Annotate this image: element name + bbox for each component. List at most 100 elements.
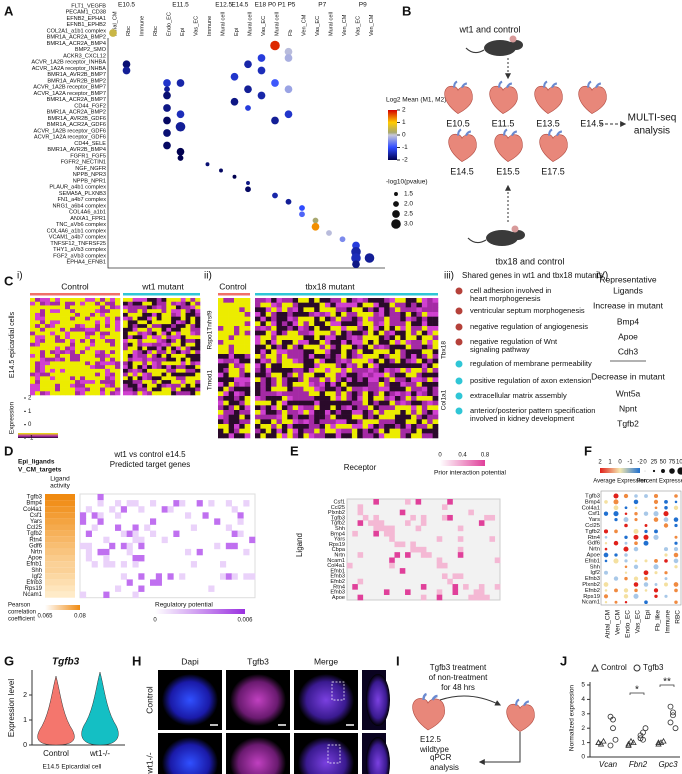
heatmap-cell: [335, 433, 342, 439]
point: [667, 719, 674, 726]
heatmap-cell: [185, 327, 191, 332]
heatmap-cell: [45, 361, 51, 366]
bullet: [455, 377, 463, 385]
heatmap-cell: [384, 335, 390, 341]
term-text: extracellular matrix assembly: [470, 391, 567, 400]
dot: [176, 147, 185, 156]
heatmap-cell: [335, 354, 342, 359]
panel-label: A: [4, 3, 14, 18]
heatmap-cell: [319, 330, 326, 336]
heatmap-cell: [142, 383, 148, 388]
heatmap-cell: [416, 298, 423, 303]
heatmap-cell: [357, 330, 363, 336]
heatmap-cell: [265, 298, 272, 303]
heatmap-cell: [378, 330, 385, 336]
heatmap-cell: [156, 339, 162, 344]
heatmap-cell: [175, 387, 182, 392]
heatmap-cell: [75, 376, 81, 381]
heatmap-cell: [298, 386, 304, 392]
text: Epi_ligands: [18, 459, 55, 466]
heatmap-cell: [190, 357, 196, 362]
heatmap-cell: [330, 358, 337, 364]
heatmap-cell: [156, 309, 162, 314]
heatmap-cell: [151, 324, 157, 329]
dotplot-cell: [604, 535, 608, 539]
heatmap-cell: [161, 301, 167, 306]
heatmap-cell: [161, 536, 168, 544]
colorbar: [600, 468, 640, 473]
heatmap-cell: [175, 391, 182, 396]
heatmap-cell: [171, 312, 177, 317]
heatmap-cell: [55, 342, 61, 347]
heatmap-cell: [180, 372, 186, 377]
heatmap-cell: [400, 368, 407, 373]
heatmap-cell: [90, 312, 96, 317]
heatmap-cell: [276, 321, 283, 327]
heatmap-cell: [373, 514, 379, 521]
point: [610, 725, 616, 732]
heatmap-cell: [351, 340, 358, 345]
heatmap-cell: [416, 363, 423, 369]
heatmap-cell: [276, 428, 283, 434]
heatmap-cell: [100, 327, 106, 332]
heatmap-cell: [368, 307, 374, 313]
activity-cell: [45, 500, 75, 507]
heatmap-cell: [123, 312, 129, 317]
heatmap-cell: [308, 391, 315, 397]
heatmap-cell: [166, 327, 172, 332]
heatmap-cell: [85, 530, 92, 537]
heatmap-cell: [346, 382, 353, 387]
row-label: BMR1A_AVR2B_GDF6: [48, 116, 106, 122]
heatmap-cell: [292, 358, 299, 364]
zoom-tissue: [366, 737, 390, 774]
heatmap-cell: [303, 400, 310, 406]
heatmap-cell: [123, 368, 129, 373]
mouse-tail: [467, 237, 487, 244]
heatmap-cell: [319, 344, 326, 350]
panel-label: H: [132, 653, 141, 668]
point: [670, 712, 676, 719]
heatmap-cell: [123, 357, 129, 362]
heatmap-cell: [373, 340, 380, 345]
heatmap-cell: [405, 377, 412, 383]
tick-label: -1: [402, 144, 408, 151]
heatmap-cell: [100, 320, 106, 325]
heatmap-cell: [110, 312, 116, 317]
heatmap-cell: [411, 340, 417, 345]
heatmap-cell: [239, 428, 245, 434]
heatmap-cell: [127, 368, 133, 373]
activity-cell: [45, 555, 75, 562]
heatmap-cell: [319, 419, 326, 425]
heatmap-cell: [319, 391, 326, 397]
heatmap-cell: [260, 330, 267, 336]
heatmap-cell: [394, 433, 401, 439]
activity-cell: [45, 518, 75, 525]
heatmap-cell: [298, 307, 304, 313]
heatmap-cell: [45, 383, 51, 388]
row-label: Csf1: [333, 499, 345, 505]
heatmap-cell: [30, 346, 36, 351]
heatmap-cell: [60, 353, 66, 358]
heatmap-cell: [411, 349, 417, 355]
heatmap-cell: [244, 410, 251, 415]
heatmap-cell: [357, 298, 363, 303]
heatmap-cell: [132, 346, 138, 351]
heatmap-cell: [185, 380, 191, 385]
heatmap-cell: [308, 414, 315, 420]
heatmap-cell: [330, 340, 337, 345]
row-label: Yars: [30, 519, 42, 525]
heatmap-cell: [223, 414, 229, 420]
heart-icon: [444, 85, 473, 114]
heatmap-cell: [60, 320, 66, 325]
point: [630, 739, 637, 745]
heatmap-cell: [400, 358, 407, 364]
heatmap-cell: [287, 386, 293, 392]
heatmap-cell: [265, 363, 272, 369]
heatmap-cell: [30, 312, 36, 317]
heatmap-cell: [260, 410, 267, 415]
heatmap-cell: [394, 382, 401, 387]
dotplot-cell: [613, 511, 619, 517]
heatmap-cell: [324, 340, 331, 345]
heatmap-cell: [432, 428, 439, 434]
dot: [245, 105, 251, 111]
